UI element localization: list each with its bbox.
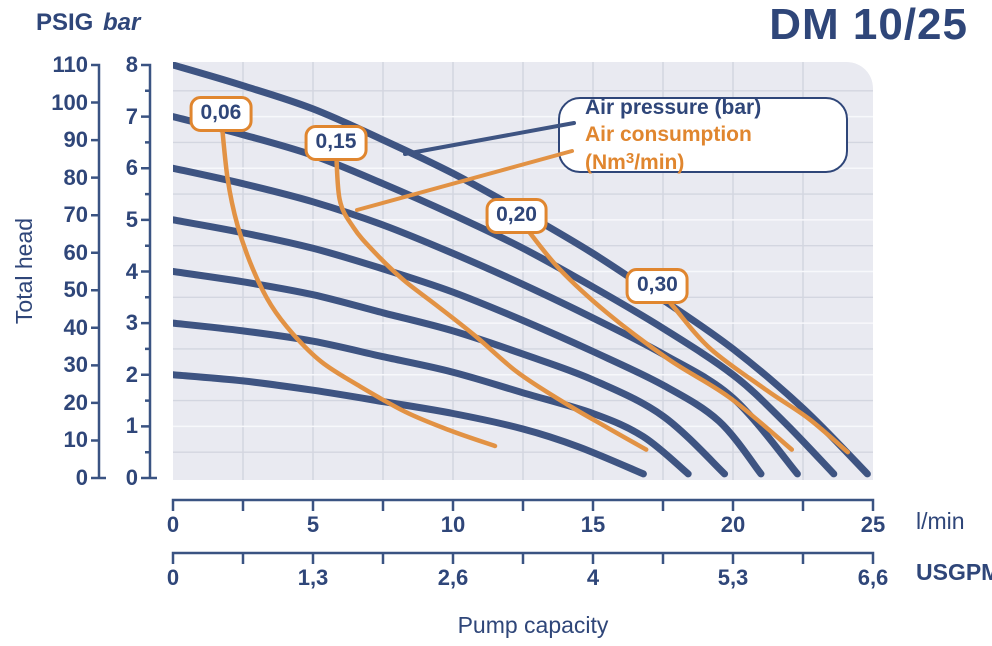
lmin-tick-label-0: 0 — [166, 512, 180, 537]
legend-air-pressure: Air pressure (bar) — [585, 95, 762, 119]
usgpm-tick-label-1,3: 1,3 — [297, 565, 329, 590]
psig-tick-label-10: 10 — [63, 427, 88, 453]
axes — [91, 63, 875, 564]
psig-tick-label-70: 70 — [63, 202, 88, 228]
bar-tick-label-2: 2 — [125, 361, 138, 387]
psig-tick-label-50: 50 — [63, 277, 88, 303]
legend-box: Air pressure (bar) Air consumption (Nm3/… — [558, 95, 848, 174]
air-pressure-curve-4bar — [173, 268, 729, 478]
air-pressure-curve-2bar — [173, 371, 647, 478]
air-consumption-curve-0,15 — [333, 141, 649, 452]
bar-tick-label-3: 3 — [125, 310, 138, 336]
x-axis-title: Pump capacity — [457, 612, 609, 638]
psig-axis-unit-label: PSIG — [36, 9, 94, 36]
bar-tick-label-4: 4 — [125, 258, 138, 284]
psig-tick-label-90: 90 — [63, 127, 88, 153]
air-pressure-curve-7bar — [173, 113, 838, 478]
usgpm-tick-label-2,6: 2,6 — [437, 565, 469, 590]
lmin-tick-label-5: 5 — [306, 512, 320, 537]
air-consumption-curve-0,30 — [655, 284, 851, 455]
lmin-tick-label-20: 20 — [720, 512, 746, 537]
psig-tick-label-40: 40 — [63, 314, 88, 340]
usgpm-axis-unit-label: USGPM — [916, 559, 992, 585]
air-consumption-curve-0,06 — [218, 111, 498, 449]
lmin-tick-label-25: 25 — [860, 512, 886, 537]
bar-tick-label-8: 8 — [125, 52, 138, 77]
bar-tick-label-0: 0 — [125, 465, 138, 490]
air-consumption-label-0,20: 0,20 — [485, 197, 548, 234]
usgpm-tick-label-6,6: 6,6 — [857, 565, 889, 590]
lmin-axis — [171, 498, 875, 511]
psig-tick-label-60: 60 — [63, 239, 88, 265]
psig-tick-label-80: 80 — [63, 164, 88, 190]
usgpm-axis — [171, 551, 875, 564]
lmin-tick-label-15: 15 — [580, 512, 606, 537]
psig-tick-label-0: 0 — [75, 465, 88, 490]
psig-tick-label-30: 30 — [63, 352, 88, 378]
lmin-axis-unit-label: l/min — [916, 508, 965, 534]
bar-axis-unit-label: bar — [103, 9, 141, 36]
bar-tick-label-7: 7 — [125, 103, 138, 129]
usgpm-tick-label-0: 0 — [166, 565, 180, 590]
air-consumption-label-0,15: 0,15 — [304, 125, 368, 162]
bar-axis — [141, 63, 157, 480]
usgpm-tick-label-4: 4 — [586, 565, 600, 590]
air-pressure-curve-3bar — [173, 319, 692, 478]
air-pressure-curve-5bar — [173, 216, 765, 478]
air-pressure-curve-6bar — [173, 164, 801, 478]
lmin-tick-label-10: 10 — [440, 512, 466, 537]
legend-air-consumption: Air consumption (Nm3/min) — [585, 122, 752, 174]
bar-tick-label-5: 5 — [125, 206, 138, 232]
air-consumption-label-0,30: 0,30 — [625, 268, 689, 305]
psig-tick-label-110: 110 — [52, 52, 89, 77]
bar-tick-label-6: 6 — [125, 155, 138, 181]
air-consumption-label-0,06: 0,06 — [189, 95, 253, 132]
y-axis-title: Total head — [11, 217, 37, 325]
psig-tick-label-20: 20 — [63, 389, 88, 415]
superscript-3: 3 — [625, 149, 635, 167]
psig-axis — [91, 63, 106, 480]
bar-tick-label-1: 1 — [125, 413, 138, 439]
psig-tick-label-100: 100 — [51, 89, 88, 115]
page-title: DM 10/25 — [769, 0, 968, 49]
usgpm-tick-label-5,3: 5,3 — [717, 565, 749, 590]
